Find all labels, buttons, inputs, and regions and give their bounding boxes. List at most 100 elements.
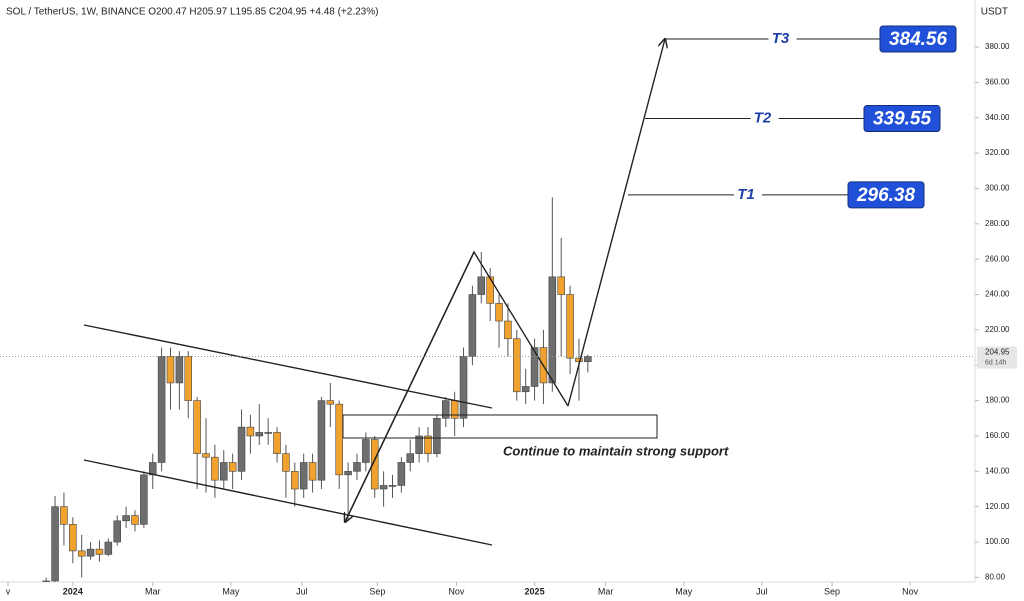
candle-body: [584, 356, 592, 363]
y-tick-label: 300.00: [985, 184, 1010, 193]
target-box: [863, 105, 941, 133]
candle-body: [184, 356, 193, 401]
candle-body: [273, 432, 281, 454]
candle-body: [175, 356, 184, 384]
candle-body: [379, 485, 388, 490]
y-tick-label: 80.00: [985, 573, 1006, 582]
target-label-bg: [750, 109, 779, 128]
candle-body: [370, 439, 379, 490]
candle-body: [557, 276, 565, 295]
candle-body: [193, 400, 201, 454]
arrow-up: [567, 39, 665, 407]
candle-body: [486, 276, 494, 304]
x-tick-label: 2024: [63, 586, 83, 596]
x-tick-label: May: [222, 586, 240, 596]
target-name: T3: [772, 30, 790, 47]
candle-body: [77, 550, 86, 557]
candle-body: [60, 506, 68, 525]
candle-body: [566, 294, 574, 359]
y-tick-label: 220.00: [985, 325, 1010, 334]
candle-body: [202, 453, 210, 458]
candle-body: [122, 515, 130, 522]
last-price-label: 204.95: [985, 348, 1010, 357]
candle-body: [344, 471, 352, 476]
candle-body: [424, 435, 432, 454]
x-tick-label: v: [6, 586, 11, 596]
y-tick-label: 120.00: [985, 502, 1010, 511]
support-note: Continue to maintain strong support: [503, 443, 729, 458]
candle-body: [326, 400, 335, 405]
candle-body: [317, 400, 326, 481]
candle-body: [468, 294, 477, 357]
y-tick-label: 360.00: [985, 77, 1010, 86]
x-tick-label: 2025: [525, 586, 545, 596]
candle-body: [459, 356, 468, 419]
candle-body: [69, 524, 77, 552]
candle-body: [308, 462, 317, 481]
candle-body: [157, 356, 166, 463]
candle-body: [131, 515, 139, 525]
candle-body: [140, 474, 148, 525]
symbol-header: SOL / TetherUS, 1W, BINANCE O200.47 H205…: [6, 7, 378, 18]
candle-body: [495, 303, 503, 322]
target-name: T1: [737, 186, 755, 203]
candle-body: [397, 462, 406, 486]
y-tick-label: 140.00: [985, 466, 1010, 475]
x-tick-label: Jul: [296, 586, 308, 596]
target-value: 384.56: [889, 29, 948, 50]
candle-body: [575, 357, 583, 363]
y-tick-label: 160.00: [985, 431, 1010, 440]
candle-body: [42, 580, 50, 582]
y-tick-label: 180.00: [985, 396, 1010, 405]
y-tick-label: 260.00: [985, 254, 1010, 263]
target-name: T2: [754, 110, 772, 127]
candle-body: [450, 400, 459, 419]
arrow-down: [345, 251, 475, 522]
y-tick-label: 100.00: [985, 537, 1010, 546]
candle-body: [433, 417, 441, 454]
target-label-bg: [768, 29, 797, 48]
y-tick-label: 320.00: [985, 148, 1010, 157]
candle-body: [442, 400, 450, 419]
candle-body: [220, 462, 228, 481]
candle-body: [255, 432, 264, 437]
candle-body: [521, 386, 530, 393]
candle-body: [95, 548, 104, 555]
target-value: 339.55: [873, 109, 932, 130]
candle-body: [86, 548, 95, 557]
candles: [42, 197, 592, 582]
last-price-box: [977, 346, 1017, 369]
candle-body: [246, 426, 255, 437]
x-tick-label: Nov: [448, 586, 465, 596]
candle-body: [299, 462, 308, 490]
candle-body: [504, 320, 512, 340]
target-box: [847, 181, 925, 209]
candle-body: [166, 356, 175, 384]
target-box: [879, 25, 957, 53]
candle-body: [211, 456, 219, 481]
y-tick-label: 380.00: [985, 42, 1010, 51]
channel-upper: [83, 324, 493, 409]
candle-body: [51, 506, 59, 582]
y-tick-label: 340.00: [985, 113, 1010, 122]
candle-body: [406, 453, 415, 463]
candle-body: [282, 453, 290, 472]
candle-body: [113, 520, 121, 543]
candle-body: [513, 338, 521, 393]
candle-body: [530, 347, 539, 387]
channel-lower: [83, 459, 493, 546]
x-tick-label: Jul: [756, 586, 768, 596]
x-tick-label: Nov: [902, 586, 919, 596]
candle-body: [291, 471, 299, 490]
countdown: 6d 14h: [985, 359, 1007, 366]
candle-body: [353, 462, 361, 472]
x-tick-label: Sep: [369, 586, 385, 596]
candle-body: [548, 276, 557, 384]
target-value: 296.38: [856, 185, 916, 206]
x-tick-label: Sep: [824, 586, 840, 596]
candle-body: [228, 462, 237, 472]
candle-body: [335, 403, 343, 476]
x-tick-label: May: [675, 586, 693, 596]
